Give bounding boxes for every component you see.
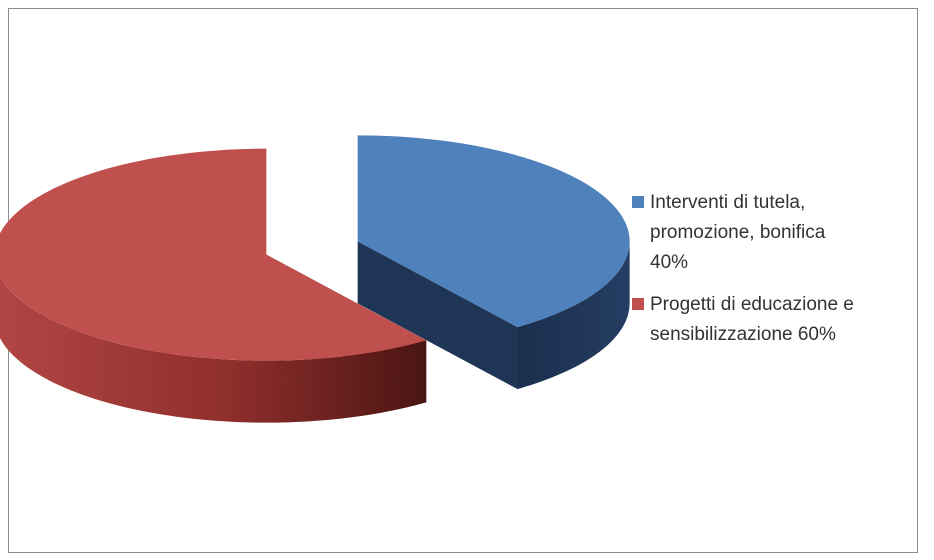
slice-outer-wall (0, 276, 427, 423)
legend-item-progetti: Progetti di educazione e sensibilizzazio… (628, 290, 918, 350)
slice-top-face (357, 135, 630, 328)
legend-label-line: Progetti di educazione e (650, 294, 854, 315)
legend-item-interventi: Interventi di tutela, promozione, bonifi… (628, 188, 918, 278)
chart-legend: Interventi di tutela, promozione, bonifi… (628, 188, 918, 362)
pie-slice-progetti (0, 148, 427, 423)
legend-label-line: Interventi di tutela, (650, 192, 806, 213)
legend-swatch-red (632, 298, 644, 310)
legend-label-line: promozione, bonifica (650, 222, 826, 243)
slice-top-face (0, 148, 427, 361)
legend-label-line: sensibilizzazione 60% (650, 324, 836, 345)
legend-swatch-blue (632, 196, 644, 208)
legend-label-line: 40% (650, 252, 689, 273)
pie-slice-interventi (357, 135, 630, 390)
slice-outer-wall (517, 241, 630, 390)
slice-cut-face (357, 241, 518, 390)
